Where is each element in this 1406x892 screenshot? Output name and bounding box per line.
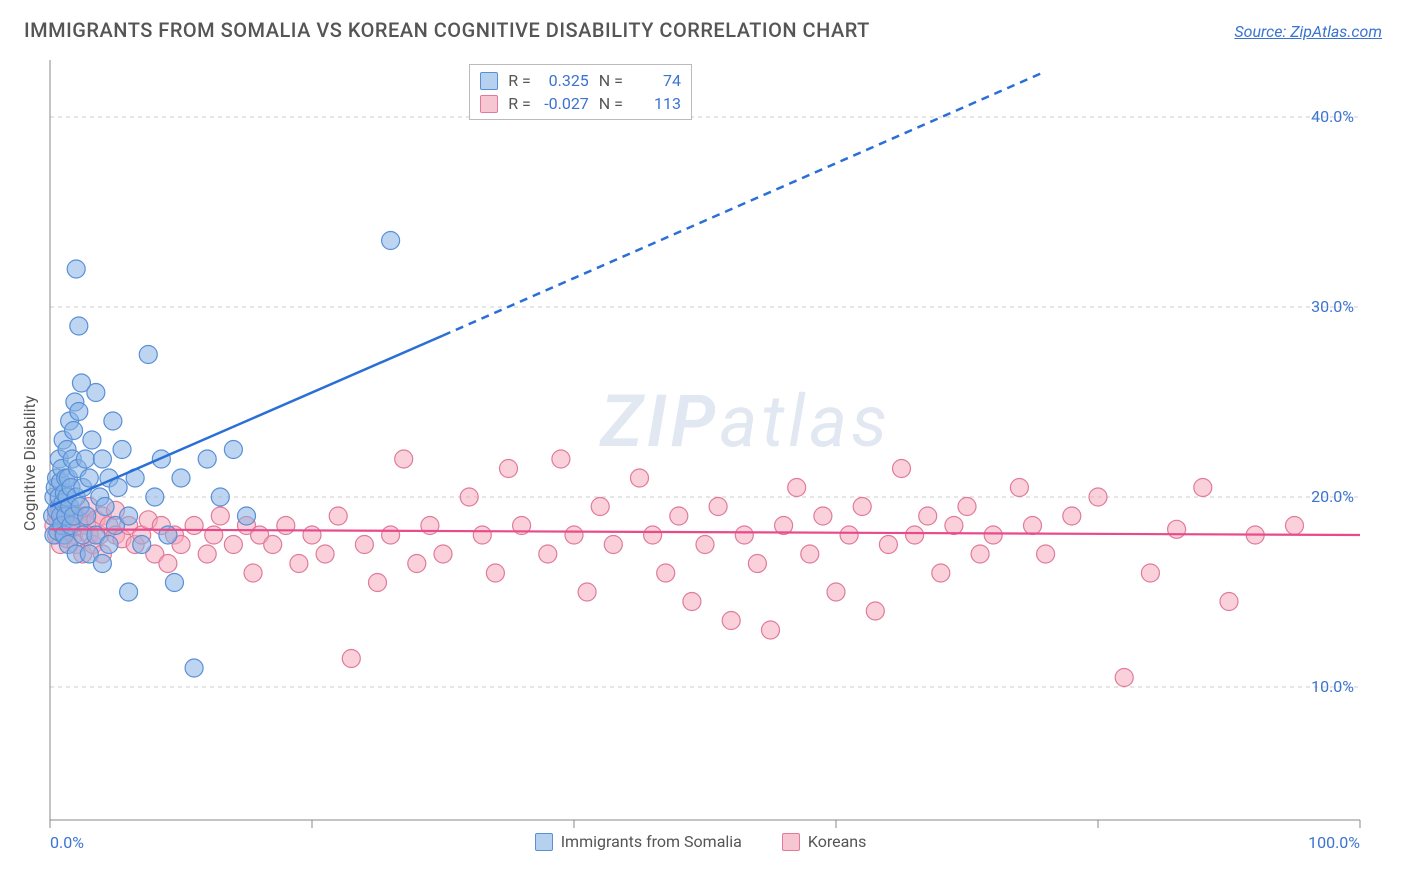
chart-area: 10.0% 20.0% 30.0% 40.0% 0.0% 100.0% Cognitive… xyxy=(0,50,1406,850)
r-value: 0.325 xyxy=(541,71,589,90)
y-axis-label: Cognitive Disability xyxy=(20,396,39,531)
series-legend: Immigrants from Somalia Koreans xyxy=(535,832,867,851)
legend-swatch xyxy=(480,72,498,90)
legend-label: Immigrants from Somalia xyxy=(561,832,742,851)
legend-label: Koreans xyxy=(808,832,867,851)
legend-item: Koreans xyxy=(782,832,867,851)
n-label: N = xyxy=(599,94,623,113)
svg-text:0.0%: 0.0% xyxy=(50,833,84,850)
r-label: R = xyxy=(508,94,531,113)
svg-text:100.0%: 100.0% xyxy=(1308,833,1360,850)
chart-title: IMMIGRANTS FROM SOMALIA VS KOREAN COGNIT… xyxy=(24,18,870,42)
svg-text:30.0%: 30.0% xyxy=(1311,297,1354,316)
n-value: 74 xyxy=(633,71,681,90)
legend-swatch xyxy=(782,833,800,851)
svg-text:20.0%: 20.0% xyxy=(1311,487,1354,506)
corr-legend-row: R = 0.325 N = 74 xyxy=(480,69,681,92)
r-value: -0.027 xyxy=(541,94,589,113)
n-value: 113 xyxy=(633,94,681,113)
corr-legend-row: R = -0.027 N = 113 xyxy=(480,92,681,115)
legend-item: Immigrants from Somalia xyxy=(535,832,742,851)
source-link[interactable]: Source: ZipAtlas.com xyxy=(1234,22,1382,41)
svg-text:10.0%: 10.0% xyxy=(1311,677,1354,696)
n-label: N = xyxy=(599,71,623,90)
correlation-legend: R = 0.325 N = 74 R = -0.027 N = 113 xyxy=(469,64,692,120)
legend-swatch xyxy=(535,833,553,851)
chart-header: IMMIGRANTS FROM SOMALIA VS KOREAN COGNIT… xyxy=(24,18,1382,42)
r-label: R = xyxy=(508,71,531,90)
scatter-plot-svg: 10.0% 20.0% 30.0% 40.0% 0.0% 100.0% xyxy=(0,50,1406,850)
svg-text:40.0%: 40.0% xyxy=(1311,107,1354,126)
legend-swatch xyxy=(480,95,498,113)
